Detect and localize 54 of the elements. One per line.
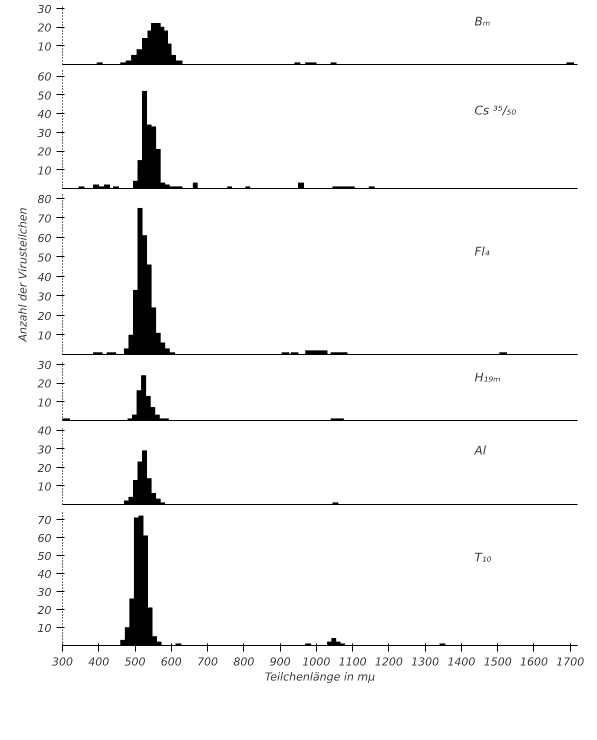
- y-tick-label: 10: [38, 480, 52, 494]
- y-tick-label: 60: [38, 532, 52, 545]
- y-tick-label: 20: [38, 310, 52, 323]
- y-tick-label: 10: [38, 40, 52, 54]
- y-axis-title: Anzahl der Virusteilchen: [16, 207, 30, 343]
- y-tick-label: 30: [38, 290, 52, 304]
- y-tick-label: 50: [38, 550, 52, 563]
- text: Fl₄: [474, 244, 490, 258]
- x-tick-label: 1500: [484, 656, 512, 668]
- y-tick-label: 40: [38, 270, 52, 284]
- text: Bₘ: [474, 14, 490, 28]
- y-tick-label: 30: [38, 358, 52, 372]
- x-tick-label: 900: [270, 656, 291, 668]
- x-tick-label: 1700: [556, 656, 584, 668]
- x-tick-label: 400: [88, 656, 110, 668]
- y-tick-label: 20: [38, 22, 52, 34]
- x-axis-title: Teilchenlänge in mμ: [264, 670, 376, 684]
- y-tick-label: 10: [38, 164, 52, 178]
- x-tick-label: 1100: [338, 656, 367, 668]
- y-tick-label: 20: [38, 146, 52, 159]
- y-tick-label: 10: [38, 396, 52, 410]
- x-tick-label: 1200: [374, 656, 403, 668]
- y-tick-label: 50: [38, 251, 52, 264]
- y-tick-label: 60: [38, 70, 52, 84]
- x-tick-label: 1000: [302, 656, 330, 668]
- x-tick-label: 300: [52, 656, 73, 668]
- text: Cs ³⁵/₅₀: [474, 104, 516, 118]
- y-tick-label: 20: [38, 462, 52, 475]
- x-tick-label: 600: [160, 656, 182, 668]
- x-tick-label: 1300: [411, 656, 440, 668]
- y-tick-label: 30: [38, 126, 52, 140]
- x-tick-label: 500: [124, 656, 146, 668]
- text: H₁₉ₘ: [474, 370, 501, 384]
- y-tick-label: 10: [38, 329, 52, 342]
- y-tick-label: 30: [38, 586, 52, 599]
- y-tick-label: 40: [38, 568, 52, 581]
- y-tick-label: 70: [38, 514, 52, 527]
- y-tick-label: 80: [38, 192, 52, 206]
- y-tick-label: 10: [38, 622, 52, 635]
- text: Al: [474, 444, 487, 458]
- y-tick-label: 60: [38, 232, 52, 245]
- y-tick-label: 30: [38, 443, 52, 456]
- y-tick-label: 50: [38, 89, 52, 102]
- y-tick-label: 40: [38, 108, 52, 122]
- y-tick-label: 20: [38, 378, 52, 390]
- y-tick-label: 40: [38, 424, 52, 438]
- y-tick-label: 70: [38, 212, 52, 226]
- text: T₁₀: [474, 550, 492, 564]
- x-tick-label: 800: [233, 656, 254, 668]
- x-tick-label: 1400: [447, 656, 476, 668]
- x-tick-label: 700: [197, 656, 218, 668]
- x-tick-label: 1600: [520, 656, 548, 668]
- y-tick-label: 20: [38, 604, 52, 617]
- y-tick-label: 30: [38, 2, 52, 16]
